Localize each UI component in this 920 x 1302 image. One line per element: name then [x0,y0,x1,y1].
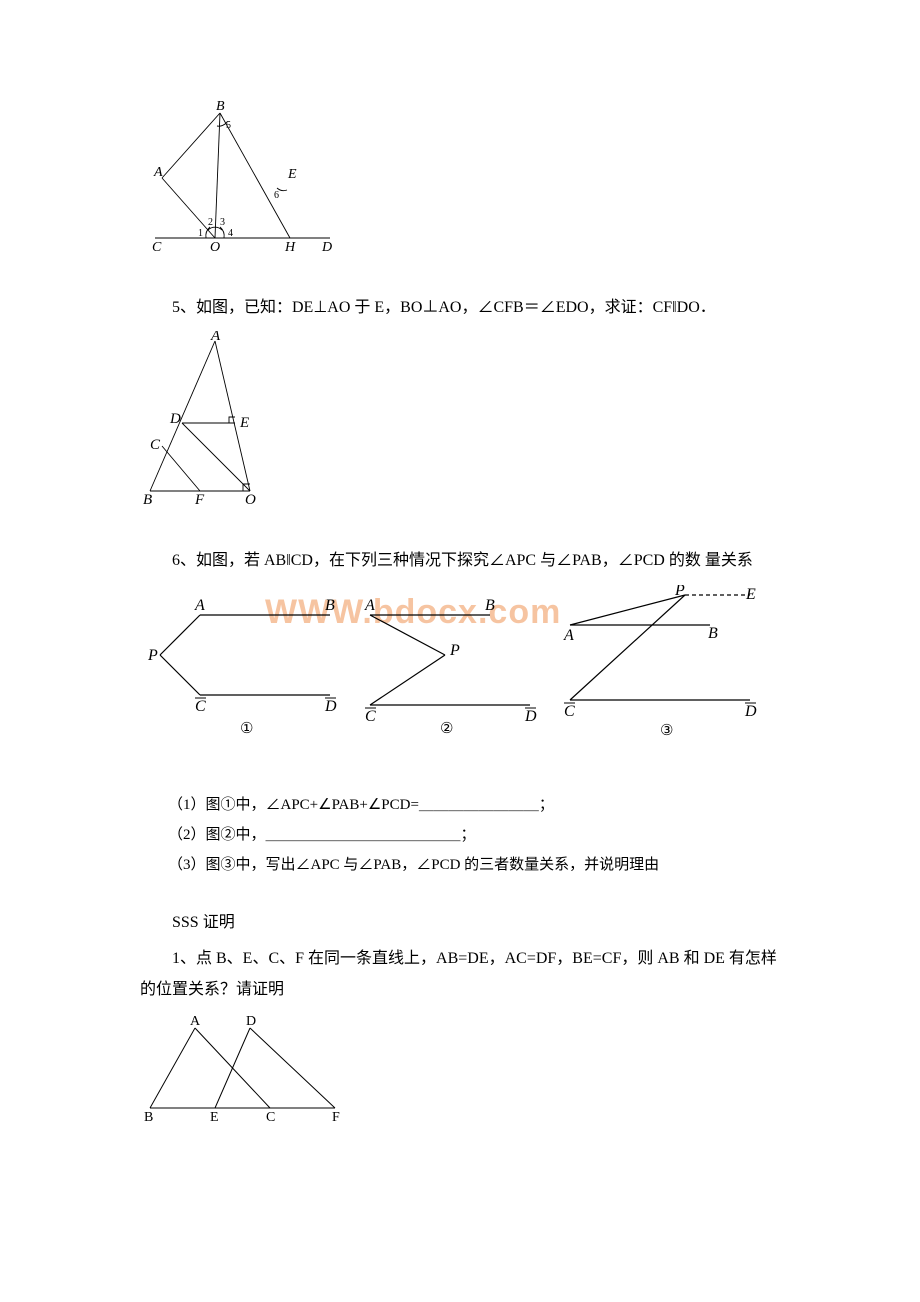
p5-F: F [194,492,205,508]
problem5-text: 5、如图，已知：DE⊥AO 于 E，BO⊥AO，∠CFB＝∠EDO，求证：CF‖… [140,293,780,323]
label-3: 3 [220,217,225,228]
p5-A: A [210,331,221,344]
d2-A: A [364,597,375,614]
p5-B: B [143,492,152,508]
d2-C: C [365,708,376,725]
d3-P: P [674,585,685,599]
sss-B: B [144,1110,153,1123]
sss-E: E [210,1110,219,1123]
d2-B: B [485,597,495,614]
p5-D: D [169,411,181,427]
problem6-subquestions: （1）图①中，∠APC+∠PAB+∠PCD=＿＿＿＿＿＿＿＿； （2）图②中，＿… [140,790,780,880]
label-5: 5 [226,120,231,131]
label-4: 4 [228,228,233,239]
figure-problem5: A B F O D E C [140,331,780,516]
sss-heading: SSS 证明 [140,908,780,938]
label-1: 1 [198,228,203,239]
d2-D: D [524,708,537,725]
sss-F: F [332,1110,340,1123]
label-B: B [216,99,225,114]
label-6: 6 [274,190,279,201]
label-2: 2 [208,217,213,228]
d2-P: P [449,642,460,659]
svg-sss: A D B E C F [140,1013,360,1123]
label-C: C [152,240,162,255]
d3-A: A [563,627,574,644]
d1-A: A [194,597,205,614]
problem6-text: 6、如图，若 AB‖CD，在下列三种情况下探究∠APC 与∠PAB，∠PCD 的… [140,546,780,576]
label-D: D [321,240,332,255]
d3-num: ③ [660,723,673,739]
svg-problem4: A B C O H D E 1 2 3 4 5 6 [140,98,370,258]
sss-problem1: 1、点 B、E、C、F 在同一条直线上，AB=DE，AC=DF，BE=CF，则 … [140,944,780,1005]
label-A: A [153,165,163,180]
svg-problem5: A B F O D E C [140,331,300,511]
sss-D: D [246,1014,256,1029]
watermark: WWW.bdocx.com [265,593,561,631]
svg-problem6: WWW.bdocx.com A B P C D ① [140,585,760,755]
d1-C: C [195,698,206,715]
label-E: E [287,167,297,182]
figure-problem4: A B C O H D E 1 2 3 4 5 6 [140,98,780,263]
sss-C: C [266,1110,275,1123]
d1-P: P [147,647,158,664]
p5-C: C [150,437,161,453]
d3-B: B [708,625,718,642]
d2-num: ② [440,721,453,737]
p5-O: O [245,492,256,508]
d1-D: D [324,698,337,715]
sss-A: A [190,1014,201,1029]
d3-D: D [744,703,757,720]
figure-problem6: WWW.bdocx.com A B P C D ① [140,585,780,760]
d1-num: ① [240,721,253,737]
figure-sss: A D B E C F [140,1013,780,1128]
p6-sub2: （2）图②中，＿＿＿＿＿＿＿＿＿＿＿＿＿； [168,820,780,850]
p6-sub1: （1）图①中，∠APC+∠PAB+∠PCD=＿＿＿＿＿＿＿＿； [168,790,780,820]
label-H: H [284,240,296,255]
label-O: O [210,240,220,255]
d3-C: C [564,703,575,720]
d3-E: E [745,586,756,603]
p5-E: E [239,415,249,431]
p6-sub3: （3）图③中，写出∠APC 与∠PAB，∠PCD 的三者数量关系，并说明理由 [168,850,780,880]
d1-B: B [325,597,335,614]
